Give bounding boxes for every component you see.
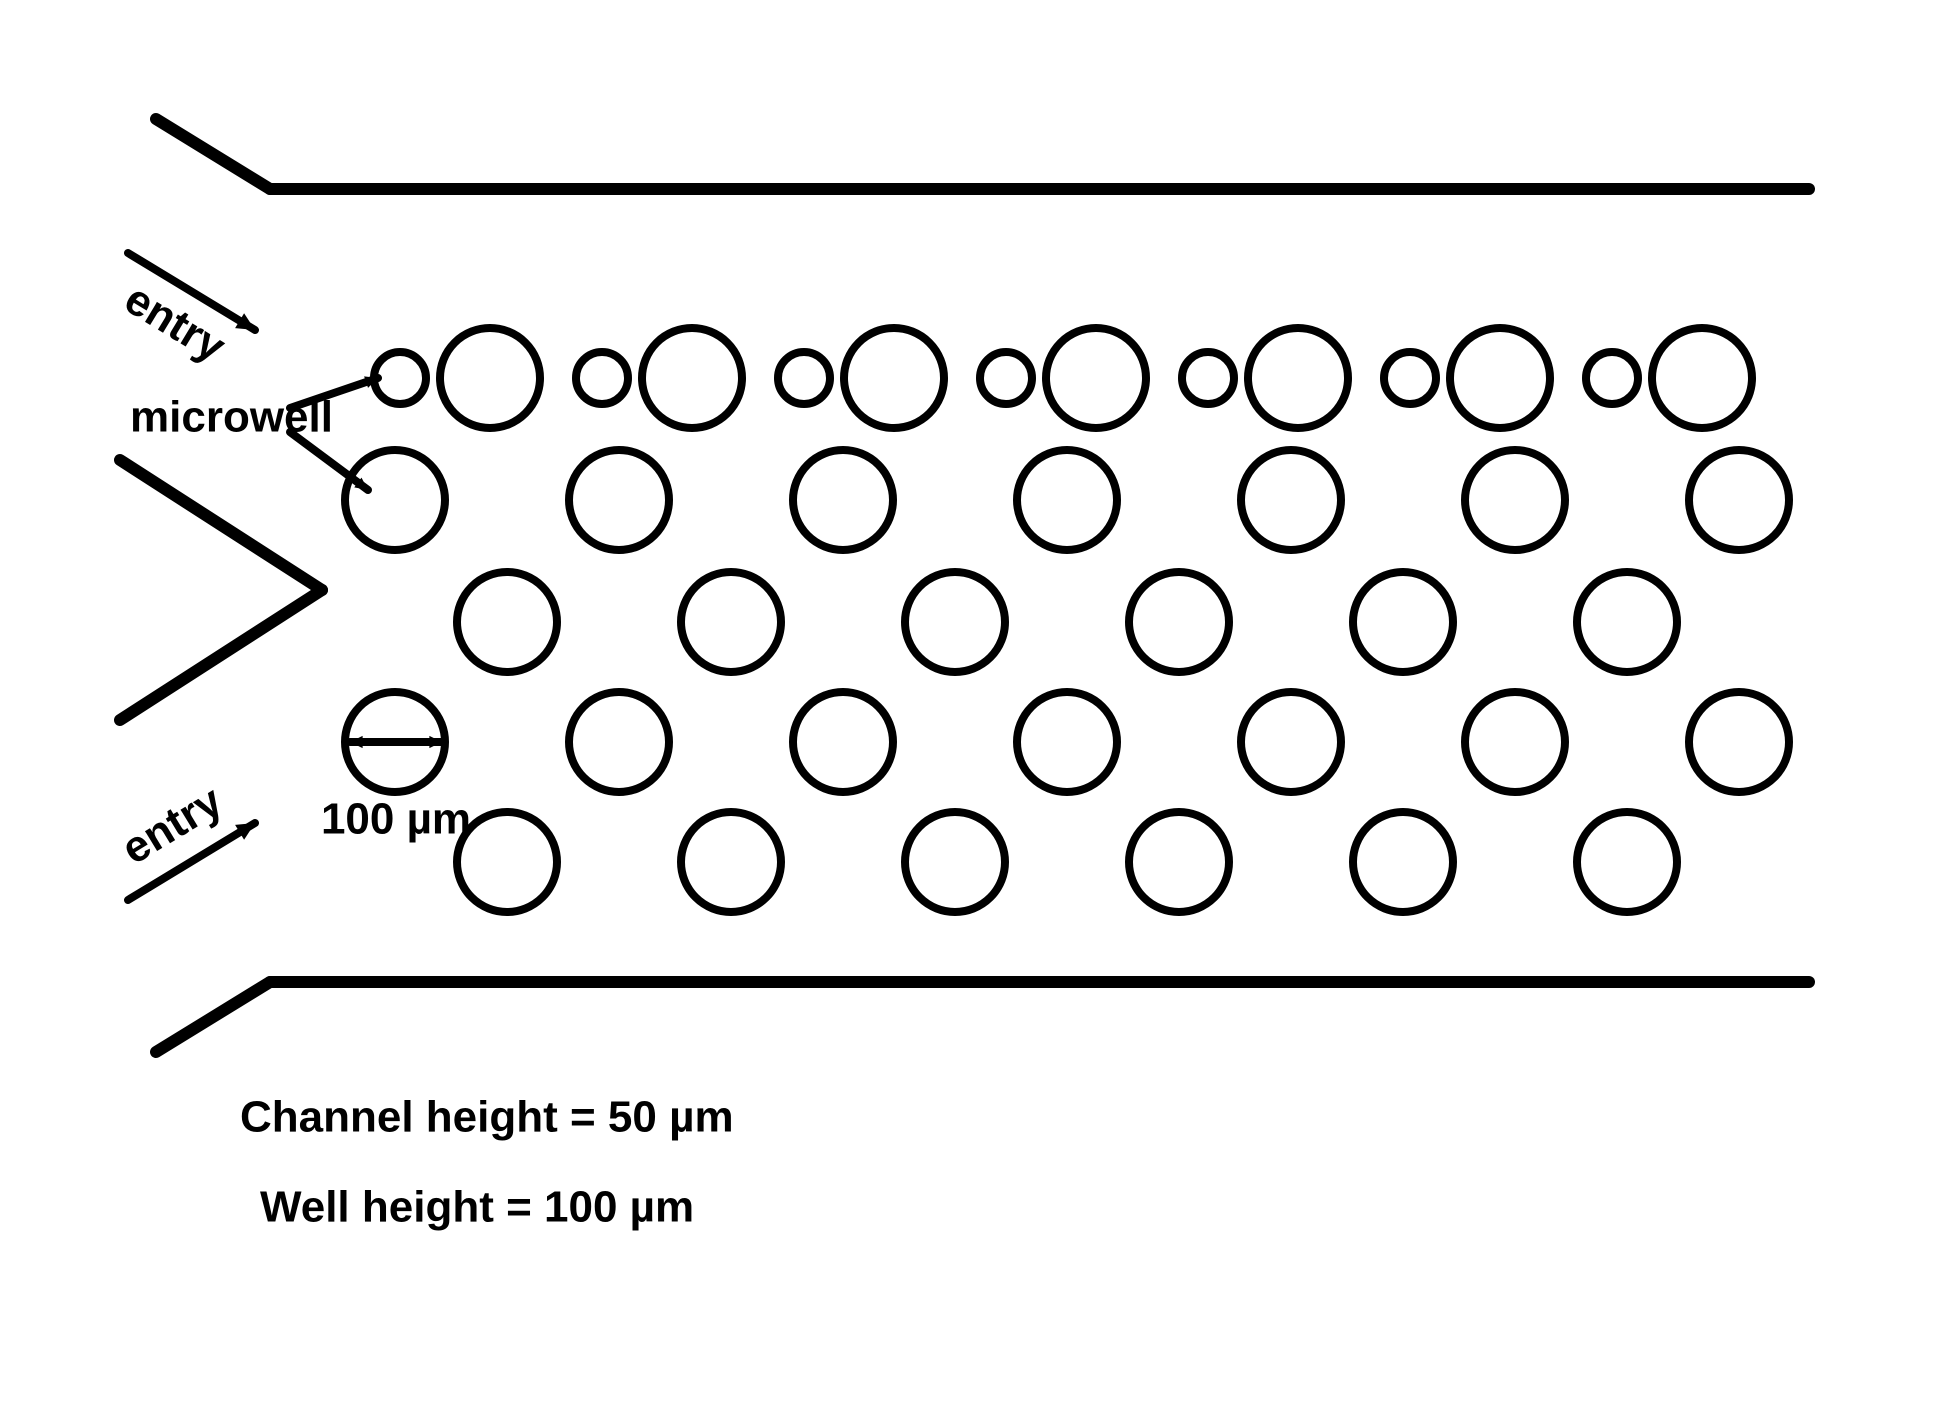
microwell-large xyxy=(793,450,893,550)
microwell-large xyxy=(440,328,540,428)
microwell-large xyxy=(1129,572,1229,672)
microwell-large xyxy=(844,328,944,428)
microwell-small xyxy=(778,352,830,404)
entry-label-bottom: entry xyxy=(113,776,231,874)
microwell-large xyxy=(1689,692,1789,792)
microwell-large xyxy=(1652,328,1752,428)
microwell-large xyxy=(457,572,557,672)
microwell-large xyxy=(1017,450,1117,550)
microwell-large xyxy=(1248,328,1348,428)
microwell-large xyxy=(1689,450,1789,550)
microwell-small xyxy=(1182,352,1234,404)
microwell-small xyxy=(1586,352,1638,404)
microwell-large xyxy=(681,572,781,672)
channel-bottom-elbow xyxy=(156,982,270,1052)
microwell-small xyxy=(1384,352,1436,404)
microwell-label: microwell xyxy=(130,393,333,442)
microwell-large xyxy=(1241,692,1341,792)
microwell-large xyxy=(1577,572,1677,672)
microwell-large xyxy=(1017,692,1117,792)
channel-height-label: Channel height = 50 µm xyxy=(240,1093,734,1142)
microwell-large xyxy=(1465,692,1565,792)
wedge-lower xyxy=(120,590,322,720)
diameter-arrow xyxy=(350,736,442,748)
microwell-large xyxy=(905,572,1005,672)
microwell-large xyxy=(793,692,893,792)
microwell-large xyxy=(345,450,445,550)
microwell-large xyxy=(1450,328,1550,428)
microwell-large xyxy=(1046,328,1146,428)
microwell-large xyxy=(681,812,781,912)
microwell-channel-diagram: entry entry microwell 100 µm Channel height … xyxy=(0,0,1943,1402)
entry-label-top: entry xyxy=(116,274,234,372)
wedge-upper xyxy=(120,460,322,590)
microwell-large xyxy=(569,450,669,550)
channel-top-elbow xyxy=(156,119,270,189)
diameter-label: 100 µm xyxy=(321,795,471,844)
microwell-small xyxy=(576,352,628,404)
microwell-large xyxy=(1465,450,1565,550)
microwell-large xyxy=(457,812,557,912)
microwell-small xyxy=(980,352,1032,404)
microwell-large xyxy=(1353,572,1453,672)
microwell-large xyxy=(642,328,742,428)
microwell-large xyxy=(1129,812,1229,912)
well-height-label: Well height = 100 µm xyxy=(260,1183,694,1232)
microwell-large xyxy=(1241,450,1341,550)
microwell-large xyxy=(1353,812,1453,912)
microwell-large xyxy=(569,692,669,792)
microwell-large xyxy=(1577,812,1677,912)
microwell-large xyxy=(905,812,1005,912)
